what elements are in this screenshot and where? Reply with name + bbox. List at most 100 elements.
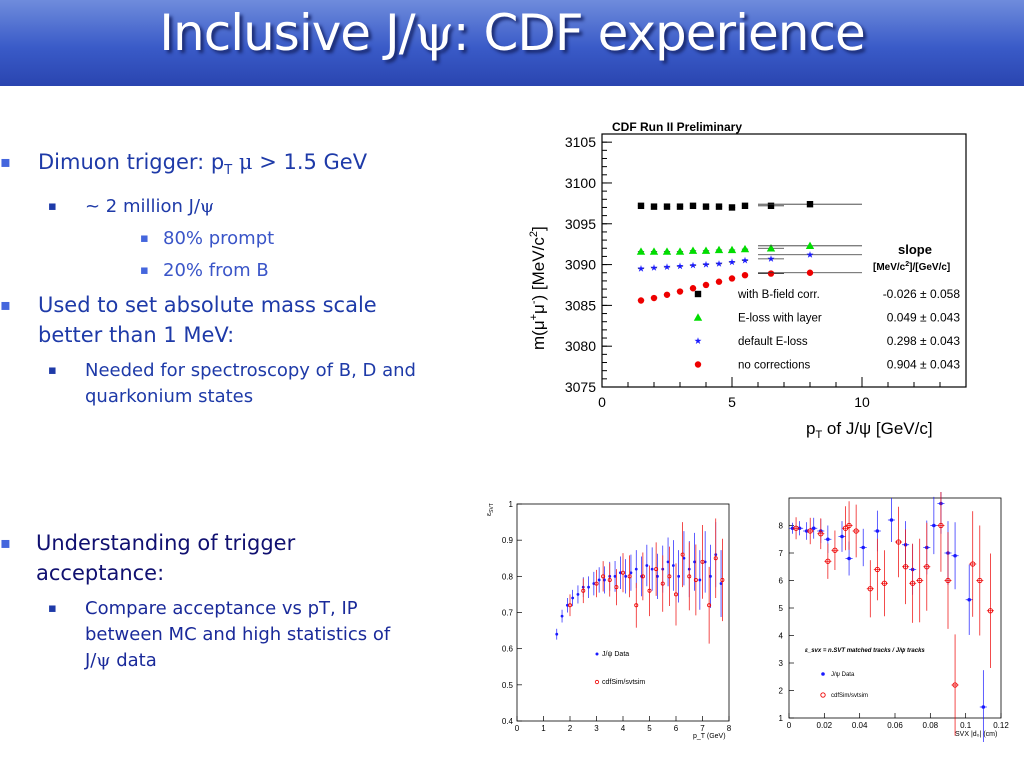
y-tick-label: 3080 [565,338,596,354]
bullet-text: between MC and high statistics of [85,624,391,645]
bullet-text: Used to set absolute mass scale [38,293,377,318]
data-point [741,202,749,210]
data-point [666,560,670,564]
chart3-xlabel: SVX |d₀| (cm) [955,731,997,738]
data-point [597,578,601,582]
data-point [945,577,951,584]
bullet-text-line3: J/ψ data [85,648,490,674]
data-point [647,588,652,593]
data-point [702,260,710,268]
data-point [620,570,625,575]
y-tick-label: 3085 [565,297,596,313]
data-point [555,632,559,636]
data-point [634,567,638,571]
data-point [881,580,888,586]
data-point [673,592,678,597]
mass-vs-pt-chart: CDF Run II Preliminary m(μ+μ-) [MeV/c2] … [528,120,967,441]
x-tick-label: 0 [598,394,606,410]
data-point [728,258,736,266]
bullet-spectroscopy: Needed for spectroscopy of B, D and quar… [0,358,500,410]
data-point [700,559,705,564]
y-tick-label: 0.8 [502,572,514,581]
plot-frame [516,503,730,722]
data-point [660,581,665,586]
psi-symbol: ψ [200,196,215,218]
bullet-from-b: 20% from B [0,258,500,284]
data-point [842,525,849,531]
x-tick-label: 5 [647,724,652,733]
psi-symbol: ψ [96,650,111,671]
data-point [741,271,749,279]
x-tick-label: 0 [515,724,520,733]
data-point [727,245,737,254]
plot-frame [601,133,967,388]
bullet-text: Compare acceptance vs pT, IP [85,598,358,619]
data-point [874,566,880,573]
y-tick-label: 7 [779,549,784,558]
data-point [618,571,622,575]
x-tick-label: 2 [568,724,573,733]
bullet-text: 80% prompt [163,228,275,250]
data-point [740,244,750,253]
x-tick-label: 0.08 [923,721,939,730]
bullet-text: Understanding of trigger [36,531,296,555]
data-point [680,552,685,557]
title-psi: ψ [414,4,454,62]
bullet-compare-acceptance: Compare acceptance vs pT, IP between MC … [0,596,490,674]
data-point [693,577,698,582]
data-point [846,522,852,529]
data-point [663,203,671,210]
data-point [767,255,775,262]
data-point [977,577,983,584]
data-point [702,281,710,289]
data-point [805,241,815,250]
bullet-text: 20% from B [163,260,269,282]
legend-marker [594,679,600,685]
chart1-ylabel: m(μ+μ-) [MeV/c2] [528,226,548,350]
data-point [662,247,672,255]
data-point [624,574,628,578]
svt-efficiency-vs-pt-chart: εSVT p_T (GeV) 0.4 0.5 0.6 0.7 0.8 0.9 1 0 1 2 3 4 5… [486,500,732,740]
data-point [807,528,813,534]
x-tick-label: 0.02 [817,721,833,730]
data-point [650,294,658,302]
y-tick-label: 3095 [565,216,596,232]
legend-marker [821,672,825,676]
bullet-text: Needed for spectroscopy of B, D and [85,360,416,382]
y-tick-label: 0.9 [502,536,514,545]
data-point [634,603,639,608]
data-point [656,574,659,578]
x-tick-label: 1 [541,724,546,733]
title-bar [0,0,1024,86]
data-point [825,558,831,564]
data-point [938,522,944,529]
x-tick-label: 0 [787,721,792,730]
data-point [687,574,692,579]
legend-marker [820,692,826,698]
legend-label: no corrections [738,360,810,372]
bullet-text: J/ [85,650,97,671]
legend-label: cdfSim/svtsim [831,693,868,699]
legend-slope: 0.298 ± 0.043 [887,334,961,348]
data-point [650,203,658,210]
data-point [932,523,936,528]
y-tick-label: 3075 [565,379,596,395]
y-tick-label: 0.4 [502,717,514,726]
data-point [728,275,736,282]
data-point [715,203,723,210]
data-point [867,586,873,592]
data-point [970,561,976,567]
y-tick-label: 3100 [565,175,596,191]
chart2-xlabel: p_T (GeV) [693,733,726,740]
bullet-2million: ~ 2 million J/ψ [0,194,500,220]
x-tick-label: 8 [727,724,732,733]
x-tick-label: 3 [594,724,599,733]
data-point [650,567,654,571]
data-point [818,531,824,537]
bullet-text: ~ 2 million J/ [85,196,201,218]
data-point [689,261,697,269]
data-point [594,581,599,586]
data-point [811,526,816,531]
data-point [832,547,838,553]
data-point [714,245,724,254]
